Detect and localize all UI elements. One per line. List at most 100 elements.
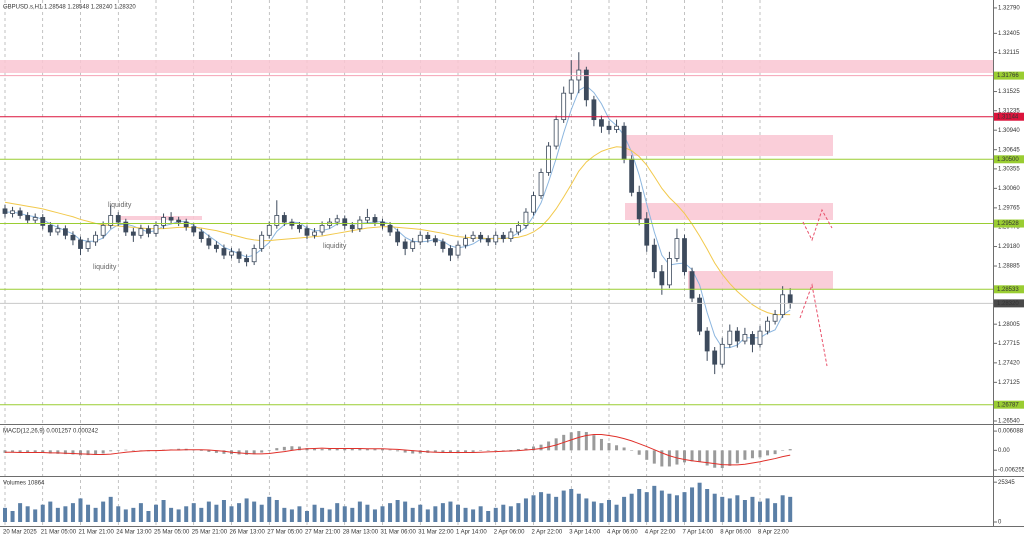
macd-bar [486, 450, 490, 451]
macd-bar [79, 450, 82, 456]
macd-bar [750, 450, 754, 459]
volume-bar [297, 506, 302, 522]
volume-bar [674, 495, 679, 522]
macd-bar [403, 450, 407, 453]
volume-bar [70, 503, 75, 522]
volume-bar [652, 485, 657, 522]
candle-body [493, 234, 499, 243]
candle-body [191, 226, 197, 233]
volume-bar [305, 511, 309, 522]
macd-bar [615, 445, 619, 451]
x-tick-label: 21 Mar 21:00 [79, 530, 115, 536]
candle-body [463, 238, 468, 246]
price-badge [994, 400, 1024, 409]
y-tick-label: 1.32115 [998, 50, 1020, 56]
x-tick-label: 2 Apr 22:00 [532, 530, 563, 536]
candle-body [734, 330, 740, 342]
candle-body [342, 218, 348, 226]
candle-body [410, 241, 416, 249]
macd-bar [441, 450, 445, 453]
volume-bar [116, 506, 121, 522]
volume-bar [712, 493, 717, 522]
candle-body [251, 248, 257, 263]
volume-bar [750, 496, 755, 522]
macd-bar [116, 450, 120, 451]
volume-bar [705, 489, 710, 522]
x-tick-label: 4 Apr 22:00 [645, 530, 676, 536]
volume-bar [372, 509, 377, 522]
volume-bar [576, 493, 581, 522]
candle-body [2, 208, 8, 214]
macd-bar [207, 450, 211, 452]
candle-body [538, 172, 544, 197]
plot [0, 52, 993, 522]
macd-bar [569, 432, 573, 451]
candle-body [644, 218, 650, 246]
volume-bar [131, 507, 136, 522]
macd-bar [365, 449, 369, 451]
candle-body [115, 215, 121, 223]
candle-body [47, 224, 53, 233]
candle-body [719, 343, 725, 365]
macd-bar [599, 438, 603, 451]
macd-bar [630, 450, 634, 451]
macd-bar [547, 441, 551, 451]
volume-bar [697, 482, 702, 522]
candle-body [259, 234, 265, 249]
volume-bar [607, 500, 611, 522]
volume-bar [10, 511, 15, 522]
volume-bar [18, 503, 23, 522]
volume-bar [720, 496, 725, 522]
volume-bar [169, 507, 174, 522]
volume-bar [229, 506, 234, 522]
macd-bar [539, 444, 543, 451]
candle-body [221, 248, 227, 256]
y-tick-label: 1.28885 [998, 264, 1020, 270]
volume-bar [508, 506, 513, 522]
macd-bar [652, 450, 656, 464]
volume-bar [221, 500, 226, 522]
macd-bar [343, 448, 347, 451]
volume-bar [3, 507, 7, 522]
candle-body [312, 231, 317, 236]
candle-body [266, 224, 272, 236]
macd-bar [479, 450, 483, 451]
macd-bar [199, 450, 203, 451]
candle-body [319, 224, 325, 233]
volume-bar [259, 504, 264, 522]
volume-bar [237, 503, 242, 522]
volume-bar [48, 501, 53, 522]
macd-bar [509, 450, 513, 451]
candle-body [704, 330, 710, 352]
volume-bar [123, 509, 128, 522]
volume-bar [312, 504, 317, 522]
macd-bar [411, 450, 415, 454]
candle-body [32, 217, 38, 221]
candle-body [689, 271, 695, 299]
candle-body [485, 238, 491, 243]
volume-bar [637, 489, 642, 522]
macd-bar [18, 450, 22, 453]
macd-bar [584, 432, 588, 451]
macd-bar [471, 450, 475, 452]
macd-bar [328, 448, 332, 451]
volume-bar [440, 503, 445, 522]
macd-bar [245, 450, 249, 455]
volume-bar [523, 498, 528, 522]
price-badge [994, 155, 1024, 164]
candle-body [651, 244, 657, 273]
macd-bar [3, 450, 7, 453]
candle-body [478, 234, 484, 239]
volume-bar [357, 501, 362, 522]
macd-bar [101, 450, 105, 454]
volume-bar [86, 504, 91, 522]
candle-body [425, 234, 431, 239]
volume-bar [659, 490, 664, 522]
y-tick-label: 1.31525 [998, 89, 1020, 95]
candle-body [440, 241, 446, 249]
macd-title: MACD(12,26,9) 0.001257 0.000242 [3, 429, 99, 435]
candle-body [636, 191, 642, 220]
candle-body [606, 125, 612, 130]
